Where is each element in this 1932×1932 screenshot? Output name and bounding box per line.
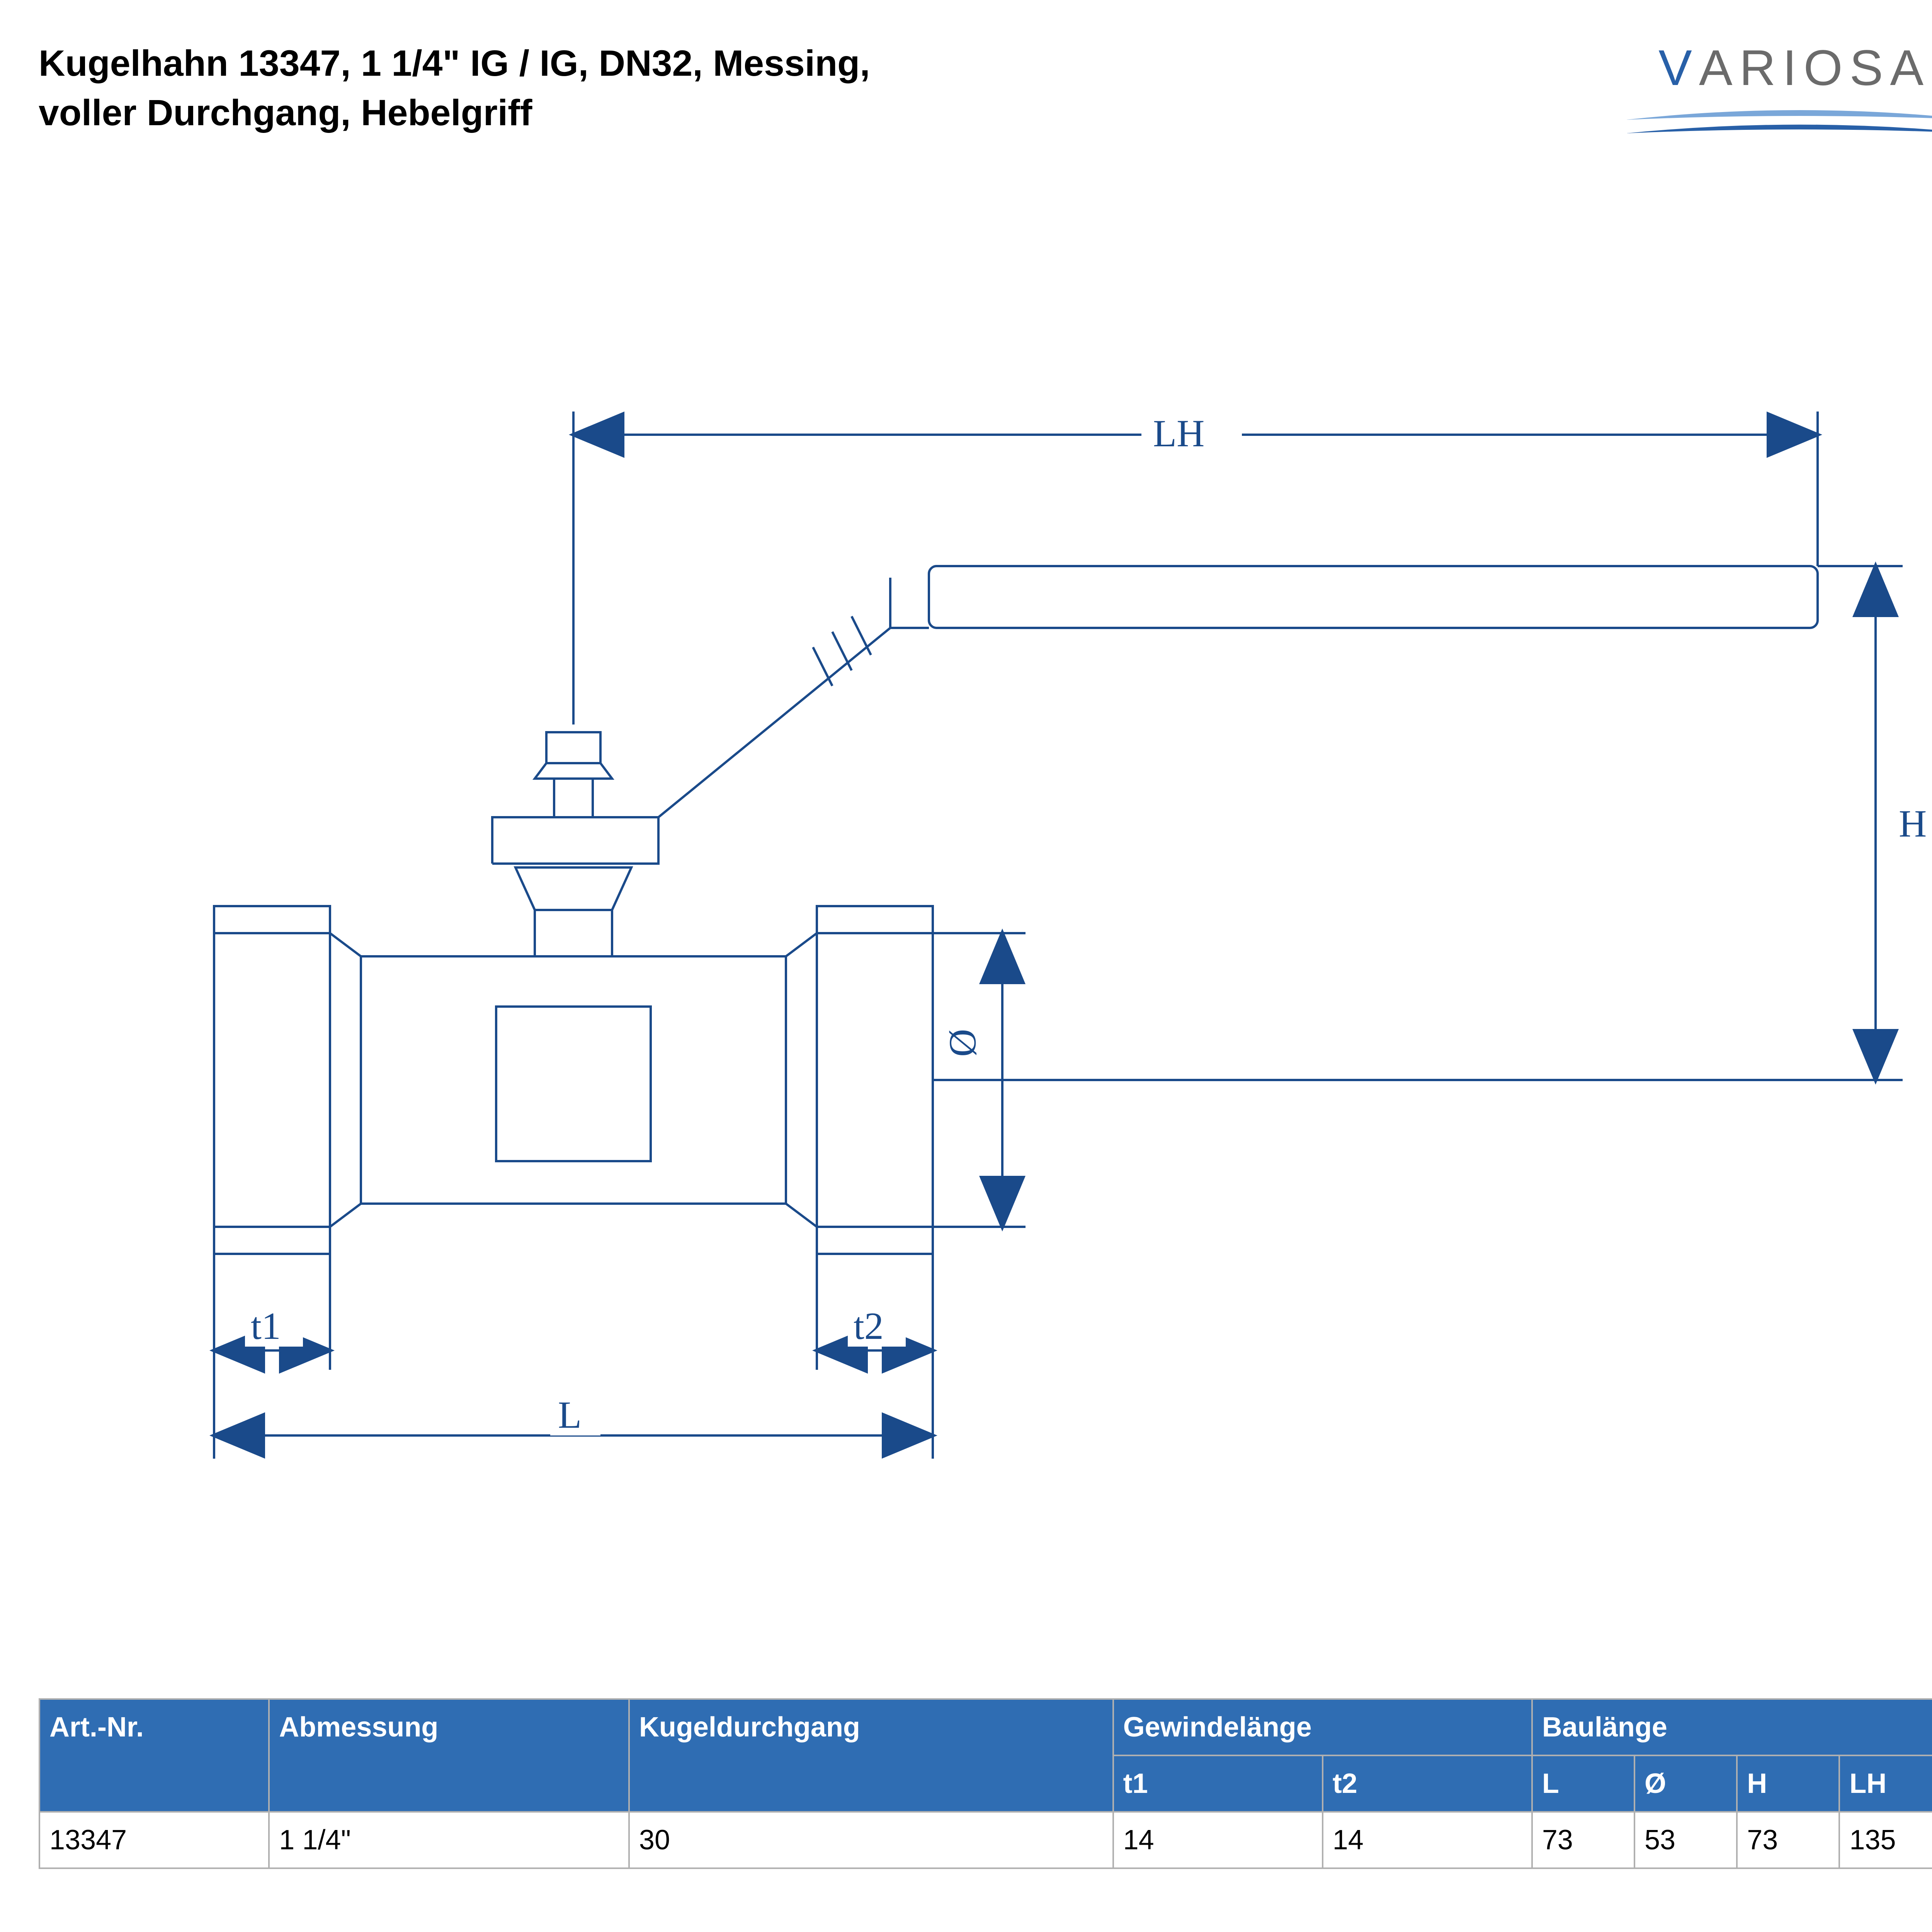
- cell-t1: 14: [1113, 1812, 1323, 1868]
- cell-artnr: 13347: [39, 1812, 269, 1868]
- technical-diagram: LH H Ø t1 t2 L: [60, 230, 1932, 1544]
- cell-l: 73: [1532, 1812, 1634, 1868]
- dim-label-lh: LH: [1153, 412, 1204, 455]
- cell-h: 73: [1737, 1812, 1839, 1868]
- logo-text: VARIOSAN: [1626, 39, 1932, 97]
- valve-drawing-icon: LH H Ø t1 t2 L: [60, 230, 1932, 1544]
- cell-lh: 135: [1839, 1812, 1932, 1868]
- table-header: Art.-Nr. Abmessung Kugeldurchgang Gewind…: [39, 1699, 1932, 1812]
- subcol-h: H: [1737, 1755, 1839, 1812]
- subcol-t1: t1: [1113, 1755, 1323, 1812]
- page-title: Kugelhahn 13347, 1 1/4" IG / IG, DN32, M…: [39, 39, 870, 138]
- col-gewindelange: Gewindelänge: [1113, 1699, 1532, 1755]
- subcol-diameter: Ø: [1634, 1755, 1737, 1812]
- logo: VARIOSAN: [1626, 39, 1932, 153]
- cell-abmessung: 1 1/4": [269, 1812, 629, 1868]
- col-abmessung: Abmessung: [269, 1699, 629, 1812]
- dim-label-phi: Ø: [941, 1029, 984, 1057]
- header: Kugelhahn 13347, 1 1/4" IG / IG, DN32, M…: [39, 39, 1932, 153]
- title-line-2: voller Durchgang, Hebelgriff: [39, 88, 870, 138]
- subcol-t2: t2: [1323, 1755, 1532, 1812]
- title-line-1: Kugelhahn 13347, 1 1/4" IG / IG, DN32, M…: [39, 39, 870, 88]
- cell-t2: 14: [1323, 1812, 1532, 1868]
- logo-rest: ARIOSAN: [1699, 39, 1932, 96]
- table-row: 13347 1 1/4" 30 14 14 73 53 73 135: [39, 1812, 1932, 1868]
- subcol-l: L: [1532, 1755, 1634, 1812]
- spec-table: Art.-Nr. Abmessung Kugeldurchgang Gewind…: [39, 1698, 1932, 1869]
- cell-kugel: 30: [629, 1812, 1113, 1868]
- col-artnr: Art.-Nr.: [39, 1699, 269, 1812]
- col-baulange: Baulänge: [1532, 1699, 1932, 1755]
- logo-letter-v: V: [1658, 39, 1699, 96]
- dim-label-t1: t1: [251, 1304, 281, 1347]
- subcol-lh: LH: [1839, 1755, 1932, 1812]
- dim-label-t2: t2: [854, 1304, 884, 1347]
- dim-label-l: L: [558, 1393, 582, 1436]
- col-kugeldurchgang: Kugeldurchgang: [629, 1699, 1113, 1812]
- dim-label-h: H: [1899, 802, 1927, 845]
- cell-diameter: 53: [1634, 1812, 1737, 1868]
- logo-swoosh-icon: [1626, 104, 1932, 151]
